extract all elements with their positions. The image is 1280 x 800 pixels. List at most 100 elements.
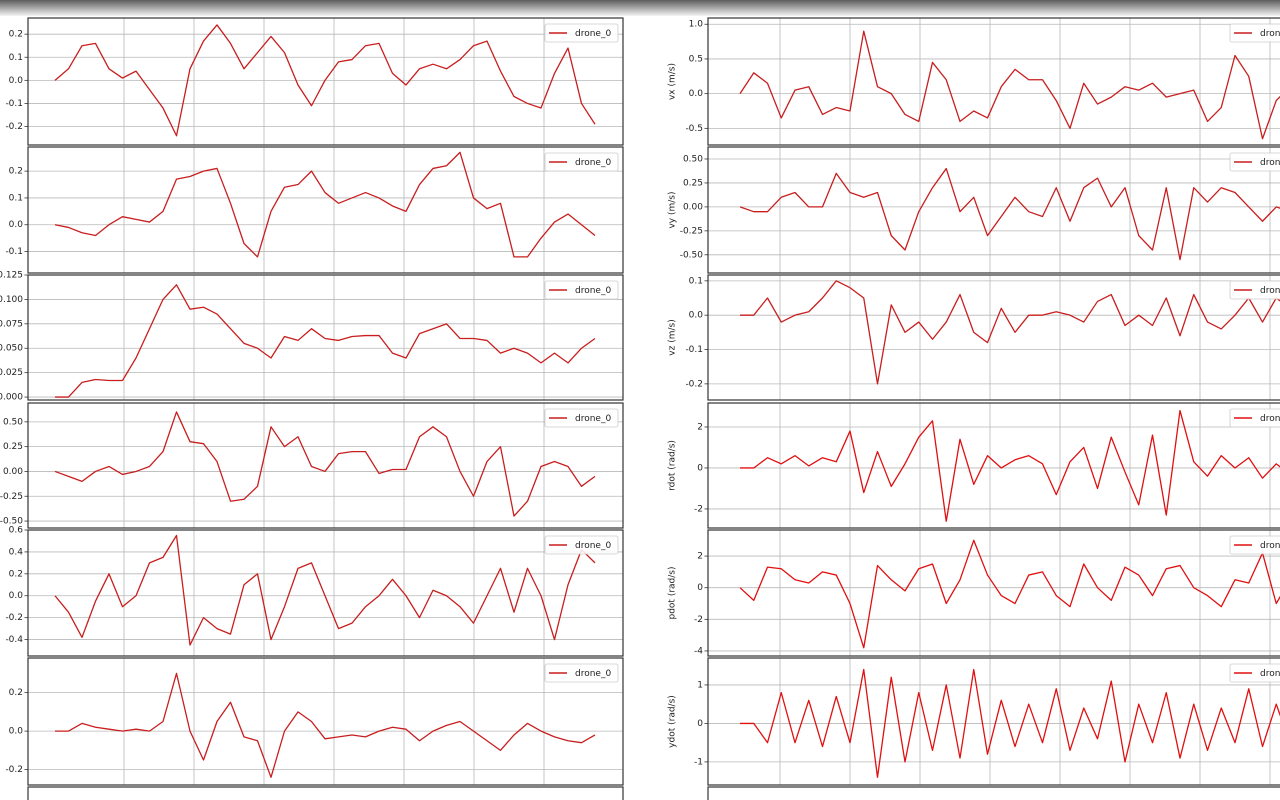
y-tick-label: 0.0 (9, 76, 24, 86)
y-tick-label: 0.2 (9, 688, 23, 698)
y-tick-label: 0.000 (0, 393, 23, 403)
y-tick-label: 2 (697, 422, 703, 432)
y-axis-label: ydot (rad/s) (668, 695, 678, 748)
legend-label: drone_0 (1260, 414, 1280, 424)
y-tick-label: 0.2 (9, 30, 23, 40)
y-tick-label: 0.0 (9, 220, 24, 230)
y-tick-label: 0.050 (0, 344, 23, 354)
y-tick-label: 0.025 (0, 368, 23, 378)
y-tick-label: 0.50 (683, 154, 703, 164)
plot-area (28, 275, 623, 400)
data-line (739, 539, 1280, 649)
y-tick-label: -4 (694, 646, 703, 656)
y-tick-label: -0.5 (685, 124, 703, 134)
axes-frame (707, 17, 1280, 146)
legend-box (544, 152, 619, 172)
plot-area (708, 403, 1280, 528)
plot-area (708, 18, 1280, 145)
y-tick-label: 0.25 (683, 178, 703, 188)
y-tick-label: 0.1 (9, 53, 23, 63)
data-line (740, 668, 1280, 778)
data-line (740, 280, 1280, 385)
legend-box (544, 408, 619, 428)
legend-label: drone_0 (575, 286, 611, 296)
y-tick-label: 0 (697, 719, 703, 729)
y-tick-label: 2 (697, 552, 703, 562)
axes-frame (707, 529, 1280, 657)
legend-label: drone_0 (575, 669, 611, 679)
plot-area (28, 18, 623, 145)
y-tick-label: 0.0 (9, 591, 24, 601)
y-tick-label: 0.50 (3, 417, 23, 427)
plot-area (28, 147, 623, 273)
y-tick-label: 0.00 (3, 467, 23, 477)
axes-frame (27, 146, 624, 274)
y-tick-label: -0.50 (680, 250, 704, 260)
y-tick-label: -0.25 (0, 492, 23, 502)
y-tick-label: 0.0 (689, 89, 704, 99)
y-tick-label: 0.1 (689, 276, 703, 286)
y-tick-label: 0.125 (0, 271, 23, 281)
plot-area (708, 658, 1280, 785)
y-axis-label: vz (m/s) (668, 319, 678, 355)
legend-box (1229, 23, 1280, 43)
y-tick-label: 0 (697, 583, 703, 593)
legend-label: drone_0 (1260, 158, 1280, 168)
plot-area (28, 658, 623, 785)
legend-label: drone_0 (1260, 286, 1280, 296)
plot-area (708, 147, 1280, 273)
legend-box (1229, 152, 1280, 172)
partial-panel (707, 786, 1280, 800)
y-tick-label: 0.075 (0, 319, 23, 329)
y-tick-label: -0.1 (685, 345, 703, 355)
axes-frame (27, 274, 624, 401)
plot-area (708, 275, 1280, 400)
y-tick-label: -2 (694, 615, 703, 625)
window-shadow (0, 0, 1280, 16)
y-tick-label: -0.2 (685, 379, 703, 389)
y-tick-label: 0.2 (9, 167, 23, 177)
legend-label: drone_0 (1260, 541, 1280, 551)
y-tick-label: 0.6 (9, 526, 24, 536)
plot-area (28, 403, 623, 528)
y-tick-label: 0.1 (9, 193, 23, 203)
y-tick-label: 0.2 (9, 569, 23, 579)
y-tick-label: 0.5 (689, 54, 703, 64)
data-line (55, 672, 596, 778)
y-tick-label: -0.1 (5, 247, 23, 257)
legend-label: drone_0 (1260, 669, 1280, 679)
y-tick-label: 0.00 (683, 202, 703, 212)
legend-label: drone_0 (575, 158, 611, 168)
y-tick-label: 0.0 (689, 311, 704, 321)
y-axis-label: pdot (rad/s) (668, 567, 678, 620)
legend-label: drone_0 (575, 414, 611, 424)
axes-frame (27, 402, 624, 529)
y-axis-label: vy (m/s) (668, 191, 678, 228)
y-tick-label: 0 (697, 463, 703, 473)
legend-box (1229, 280, 1280, 300)
legend-box (544, 23, 619, 43)
legend-label: drone_0 (575, 541, 611, 551)
data-line (55, 284, 596, 398)
legend-box (544, 535, 619, 555)
axes-frame (707, 274, 1280, 401)
y-tick-label: 0.100 (0, 295, 23, 305)
data-line (740, 409, 1280, 522)
y-tick-label: -1 (694, 757, 703, 767)
y-tick-label: -0.2 (5, 122, 23, 132)
legend-box (544, 280, 619, 300)
data-line (54, 24, 596, 137)
data-line (739, 30, 1280, 140)
y-tick-label: -0.2 (5, 613, 23, 623)
y-tick-label: -0.4 (5, 635, 23, 645)
data-line (54, 151, 596, 258)
y-tick-label: 0.0 (9, 727, 24, 737)
axes-frame (707, 657, 1280, 786)
data-line (54, 534, 596, 646)
legend-box (1229, 535, 1280, 555)
legend-box (1229, 408, 1280, 428)
plot-area (708, 530, 1280, 656)
axes-frame (707, 402, 1280, 529)
